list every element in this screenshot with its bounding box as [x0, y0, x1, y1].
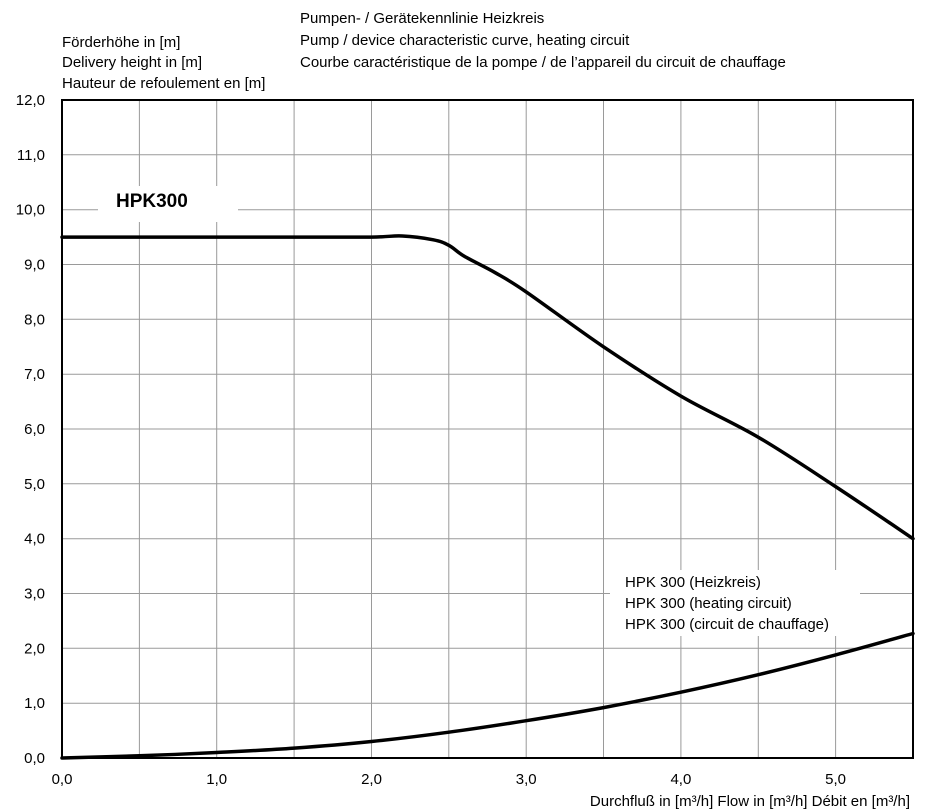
y-tick-label: 0,0 [24, 750, 45, 767]
x-tick-label: 4,0 [670, 771, 691, 788]
y-tick-label: 9,0 [24, 257, 45, 274]
x-axis-label: Durchfluß in [m³/h] Flow in [m³/h] Débit… [590, 793, 910, 809]
title-line-fr: Courbe caractéristique de la pompe / de … [300, 54, 786, 71]
y-axis-label: Förderhöhe in [m] Delivery height in [m]… [62, 34, 265, 92]
x-tick-label: 5,0 [825, 771, 846, 788]
x-tick-label: 0,0 [52, 771, 73, 788]
series-label-box-heating [610, 570, 860, 636]
series-label-heating-de: HPK 300 (Heizkreis) [625, 574, 761, 591]
y-tick-label: 2,0 [24, 640, 45, 657]
series-label-hpk300: HPK300 [116, 191, 188, 212]
series-label-box-hpk300 [98, 186, 238, 222]
title-line-en: Pump / device characteristic curve, heat… [300, 32, 630, 49]
y-label-en: Delivery height in [m] [62, 54, 202, 71]
y-tick-label: 1,0 [24, 695, 45, 712]
y-label-de: Förderhöhe in [m] [62, 34, 180, 51]
series-line-hpk300 [60, 234, 915, 541]
series-line-heating-circuit [60, 631, 915, 760]
y-tick-label: 6,0 [24, 421, 45, 438]
y-tick-labels: 0,0 1,0 2,0 3,0 4,0 5,0 6,0 7,0 8,0 9,0 10,0 11,0 12… [16, 92, 45, 767]
plot-frame [61, 99, 914, 759]
series-label-heating-en: HPK 300 (heating circuit) [625, 595, 792, 612]
chart-title: Pumpen- / Gerätekennlinie Heizkreis Pump… [300, 10, 786, 71]
y-tick-label: 5,0 [24, 476, 45, 493]
x-tick-label: 2,0 [361, 771, 382, 788]
y-label-fr: Hauteur de refoulement en [m] [62, 75, 265, 92]
series-label-heating-fr: HPK 300 (circuit de chauffage) [625, 616, 829, 633]
y-tick-label: 8,0 [24, 311, 45, 328]
y-tick-label: 3,0 [24, 586, 45, 603]
x-tick-label: 3,0 [516, 771, 537, 788]
x-tick-label: 1,0 [206, 771, 227, 788]
y-tick-label: 12,0 [16, 92, 45, 109]
x-tick-labels: 0,0 1,0 2,0 3,0 4,0 5,0 [52, 771, 846, 788]
y-tick-label: 10,0 [16, 202, 45, 219]
y-tick-label: 7,0 [24, 366, 45, 383]
y-tick-label: 11,0 [17, 147, 45, 164]
y-tick-label: 4,0 [24, 531, 45, 548]
series-lines [60, 234, 915, 760]
title-line-de: Pumpen- / Gerätekennlinie Heizkreis [300, 10, 544, 27]
